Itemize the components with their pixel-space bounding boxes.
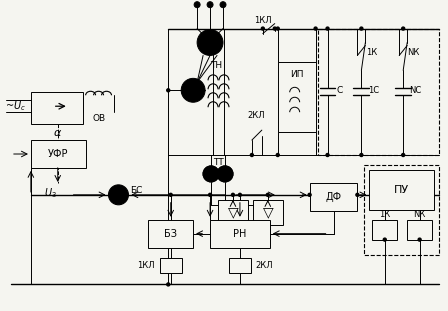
Circle shape — [232, 193, 234, 196]
Circle shape — [326, 27, 329, 30]
Circle shape — [194, 2, 200, 8]
Circle shape — [266, 193, 269, 196]
Text: NК: NК — [407, 48, 419, 57]
Text: ТН: ТН — [210, 61, 222, 70]
Circle shape — [207, 2, 213, 8]
Circle shape — [356, 193, 359, 196]
Text: РН: РН — [233, 229, 246, 239]
Text: 1КЛ: 1КЛ — [254, 16, 271, 25]
Circle shape — [273, 27, 276, 30]
Text: УФР: УФР — [47, 149, 68, 159]
Circle shape — [217, 166, 233, 182]
Text: 2КЛ: 2КЛ — [256, 261, 273, 270]
Text: 1КЛ: 1КЛ — [137, 261, 155, 270]
Bar — [229, 258, 251, 273]
Bar — [318, 29, 439, 155]
Text: ПУ: ПУ — [394, 185, 409, 195]
Bar — [31, 140, 86, 168]
Text: ИП: ИП — [290, 70, 303, 79]
Bar — [310, 183, 358, 211]
Text: NС: NС — [409, 86, 421, 95]
Text: ▽: ▽ — [228, 205, 238, 219]
Circle shape — [402, 27, 405, 30]
Circle shape — [167, 283, 170, 286]
Circle shape — [203, 166, 219, 182]
Text: 1К: 1К — [366, 48, 377, 57]
Text: α: α — [54, 128, 61, 138]
Circle shape — [308, 193, 311, 196]
Text: NК: NК — [414, 210, 426, 219]
Circle shape — [181, 78, 205, 102]
Circle shape — [383, 238, 386, 241]
Text: БЗ: БЗ — [164, 229, 177, 239]
Circle shape — [197, 30, 223, 55]
Circle shape — [169, 193, 172, 196]
Bar — [31, 92, 82, 124]
Text: М: М — [206, 38, 214, 48]
Circle shape — [276, 154, 279, 156]
Bar — [253, 200, 283, 225]
Text: ОВ: ОВ — [92, 114, 105, 123]
Text: 2КЛ: 2КЛ — [247, 111, 265, 120]
Circle shape — [360, 154, 363, 156]
Bar — [218, 200, 248, 225]
Text: 1С: 1С — [368, 86, 379, 95]
Circle shape — [250, 154, 254, 156]
Text: ~$U_c$: ~$U_c$ — [5, 99, 26, 113]
Bar — [407, 220, 432, 239]
Circle shape — [220, 2, 226, 8]
Circle shape — [402, 154, 405, 156]
Text: С: С — [336, 86, 343, 95]
Text: БС: БС — [130, 186, 142, 195]
Text: 1К: 1К — [379, 210, 390, 219]
Text: Г: Г — [190, 85, 196, 95]
Bar — [369, 170, 434, 210]
Circle shape — [108, 185, 129, 205]
Circle shape — [314, 27, 317, 30]
Text: $U_3$: $U_3$ — [44, 186, 57, 200]
Text: ▽: ▽ — [263, 205, 273, 219]
Circle shape — [360, 27, 363, 30]
Bar — [278, 63, 315, 132]
Circle shape — [167, 89, 170, 92]
Circle shape — [261, 27, 264, 30]
Text: ДФ: ДФ — [325, 192, 341, 202]
Bar — [160, 258, 182, 273]
Circle shape — [326, 154, 329, 156]
Circle shape — [276, 27, 279, 30]
Bar — [148, 220, 193, 248]
Circle shape — [238, 193, 241, 196]
Bar — [210, 220, 270, 248]
Bar — [372, 220, 397, 239]
Circle shape — [209, 193, 211, 196]
Bar — [364, 165, 439, 255]
Text: ТТ: ТТ — [213, 159, 224, 167]
Circle shape — [418, 238, 421, 241]
